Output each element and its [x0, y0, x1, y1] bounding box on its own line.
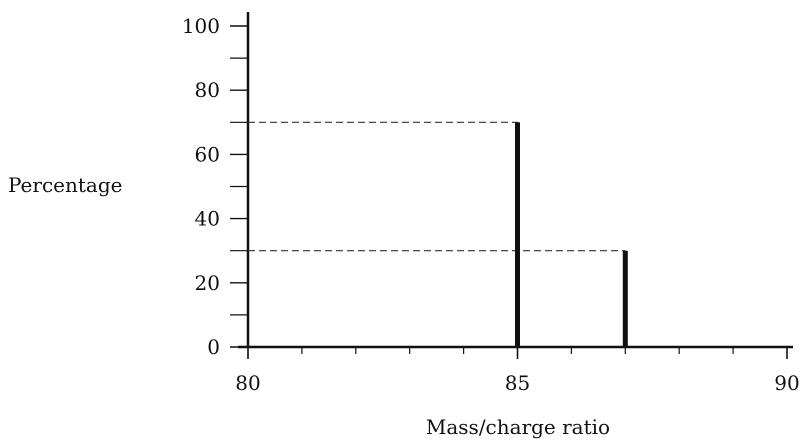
- reference-lines-group: [248, 121, 626, 252]
- axes-group: [230, 12, 793, 359]
- y-tick-label: 60: [195, 142, 220, 166]
- x-tick-label: 80: [235, 371, 260, 395]
- x-tick-label: 90: [774, 371, 799, 395]
- x-tick-label: 85: [505, 371, 530, 395]
- y-tick-label: 20: [195, 271, 220, 295]
- y-axis-title: Percentage: [8, 173, 122, 197]
- x-axis-title: Mass/charge ratio: [426, 415, 610, 439]
- y-tick-label: 100: [182, 14, 220, 38]
- y-tick-label: 0: [207, 335, 220, 359]
- peaks-group: [515, 122, 628, 347]
- y-tick-label: 80: [195, 78, 220, 102]
- y-tick-label: 40: [195, 207, 220, 231]
- tick-labels-group: 0 20 40 60 80 100 80 85 90: [182, 14, 800, 395]
